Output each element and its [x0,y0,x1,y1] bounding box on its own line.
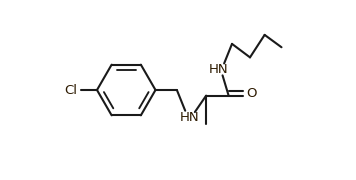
Text: HN: HN [209,63,228,76]
Text: O: O [247,87,257,100]
Text: Cl: Cl [64,84,77,96]
Text: HN: HN [179,111,199,123]
